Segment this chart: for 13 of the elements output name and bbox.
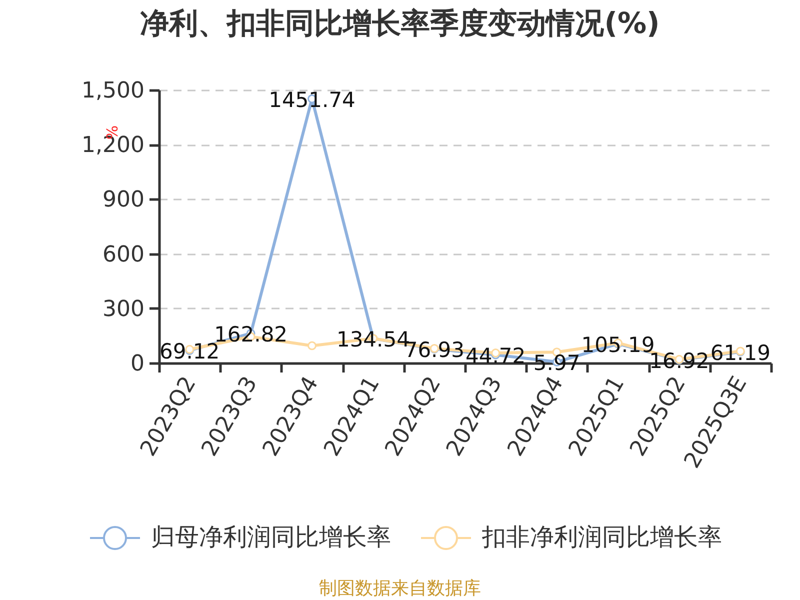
- y-tick-label: 1,500: [82, 78, 144, 104]
- data-label: 44.72: [466, 344, 526, 368]
- legend-label: 归母净利润同比增长率: [151, 523, 391, 551]
- text: 制图数据来自数据库: [319, 578, 481, 599]
- point: [308, 341, 316, 350]
- y-tick-label: 300: [102, 296, 144, 322]
- y-tick-label: 600: [102, 242, 144, 268]
- y-tick-label: 0: [130, 352, 144, 376]
- chart-title: 净利、扣非同比增长率季度变动情况(%): [140, 6, 660, 40]
- y-tick-label: 900: [102, 188, 144, 213]
- data-label: 61.19: [710, 340, 770, 365]
- legend-label: 扣非净利润同比增长率: [481, 523, 722, 551]
- data-label: 1451.74: [268, 88, 356, 112]
